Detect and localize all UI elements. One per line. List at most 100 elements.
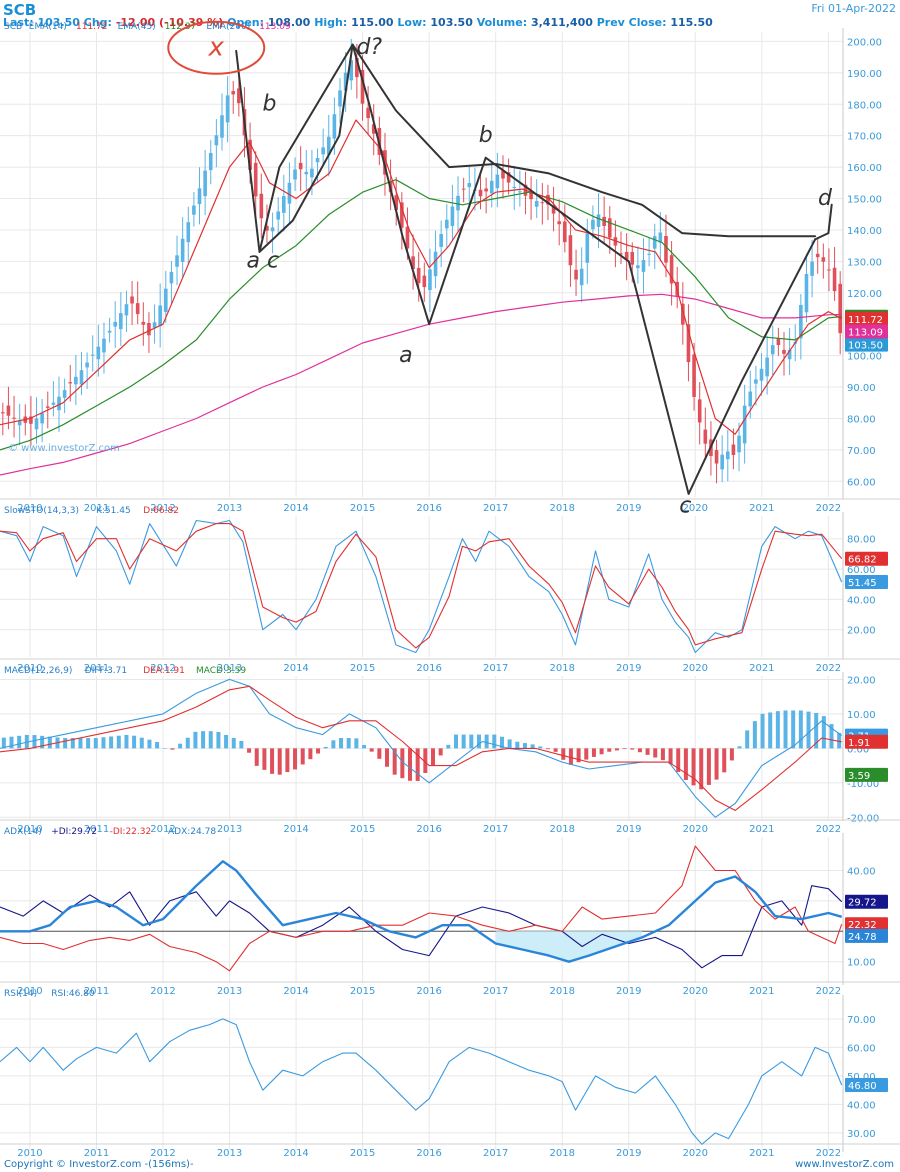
candle-body <box>776 338 781 345</box>
y-tick-label: 60.00 <box>847 477 876 488</box>
candle-body <box>124 304 129 316</box>
y-tick-label: -20.00 <box>847 813 879 824</box>
candle-body <box>259 193 264 219</box>
ema45-line <box>0 179 842 451</box>
x-tick-label: 2013 <box>217 663 242 674</box>
histogram-bar <box>377 748 382 759</box>
histogram-bar <box>584 748 589 760</box>
last-value: 103.50 <box>37 16 80 29</box>
histogram-bar <box>438 748 443 756</box>
legend-item: 111.72 <box>76 22 108 32</box>
candle-body <box>383 150 387 175</box>
candle-body <box>540 202 545 204</box>
legend-item: RSI(14) <box>4 989 37 999</box>
candle-body <box>821 257 826 262</box>
annotation-label: a <box>399 343 412 368</box>
legend-item: -DI:22.32 <box>110 827 152 837</box>
volume-label: Volume: <box>476 16 528 29</box>
x-tick-label: 2011 <box>84 986 109 997</box>
y-tick-label: 180.00 <box>847 100 882 111</box>
candle-body <box>130 296 134 304</box>
x-tick-label: 2010 <box>17 824 42 835</box>
candle-body <box>332 114 337 139</box>
candle-body <box>96 346 101 360</box>
value-tag <box>845 917 888 932</box>
open-label: Open: <box>227 16 265 29</box>
histogram-bar <box>109 736 114 749</box>
x-tick-label: 2011 <box>84 663 109 674</box>
x-tick-label: 2019 <box>616 824 641 835</box>
prev-close-label: Prev Close: <box>596 16 667 29</box>
histogram-bar <box>737 746 742 749</box>
series-adx-line <box>0 860 843 963</box>
candle-body <box>85 362 89 368</box>
candle-body <box>529 192 533 200</box>
histogram-bar <box>806 711 811 749</box>
x-tick-label: 2012 <box>150 663 175 674</box>
site-link[interactable]: www.InvestorZ.com <box>795 1159 894 1170</box>
candle-body <box>180 238 185 262</box>
histogram-bar <box>553 748 558 752</box>
histogram-bar <box>660 748 665 761</box>
candle-body <box>810 261 814 276</box>
annotation-label: d? <box>356 35 382 60</box>
y-tick-label: 170.00 <box>847 132 882 143</box>
candle-body <box>400 202 404 228</box>
x-tick-label: 2014 <box>283 503 308 514</box>
histogram-bar <box>630 748 635 750</box>
candle-body <box>725 451 730 460</box>
candle-body <box>551 205 556 214</box>
histogram-bar <box>668 748 673 765</box>
histogram-bar <box>637 748 642 753</box>
candle-body <box>815 253 820 258</box>
candle-body <box>518 191 522 193</box>
histogram-bar <box>231 737 236 749</box>
histogram-bar <box>193 731 198 749</box>
annotation-label: c <box>679 494 691 519</box>
histogram-bar <box>132 735 137 749</box>
date-label: Fri 01-Apr-2022 <box>811 2 896 15</box>
candle-body <box>411 256 415 270</box>
candle-body <box>686 324 691 363</box>
value-tag-text: 111.72 <box>848 315 883 326</box>
histogram-bar <box>653 748 658 758</box>
histogram-bar <box>1 737 6 749</box>
candle-body <box>669 255 674 284</box>
x-tick-label: 2021 <box>749 824 774 835</box>
legend-item: ADX:24.78 <box>168 827 216 837</box>
candle-body <box>731 444 736 456</box>
histogram-bar <box>538 746 543 749</box>
y-tick-label: 20.00 <box>847 626 876 637</box>
candle-body <box>169 271 174 284</box>
x-tick-label: 2013 <box>217 503 242 514</box>
legend-item: DIFF:3.71 <box>85 666 127 676</box>
y-tick-label: 60.00 <box>847 565 876 576</box>
histogram-bar <box>101 737 106 749</box>
candle-body <box>113 321 118 327</box>
histogram-bar <box>622 748 627 750</box>
x-tick-label: 2012 <box>150 1148 175 1159</box>
y-tick-label: 120.00 <box>847 289 882 300</box>
candle-body <box>574 269 578 280</box>
candle-body <box>102 338 106 353</box>
y-tick-label: 40.00 <box>847 595 876 606</box>
histogram-bar <box>285 748 290 773</box>
histogram-bar <box>400 748 405 779</box>
series-k-line <box>0 519 843 654</box>
histogram-bar <box>239 740 244 749</box>
histogram-bar <box>86 738 91 749</box>
histogram-bar <box>47 736 52 749</box>
histogram-bar <box>430 748 435 766</box>
x-tick-label: 2018 <box>549 824 574 835</box>
y-tick-label: 100.00 <box>847 352 882 363</box>
candle-body <box>703 429 708 444</box>
x-tick-label: 2022 <box>816 1148 841 1159</box>
legend-item: RSI:46.80 <box>51 989 95 999</box>
candle-body <box>45 406 50 408</box>
candle-body <box>754 379 758 384</box>
value-tag-text: 51.45 <box>848 578 877 589</box>
histogram-bar <box>201 731 206 749</box>
histogram-bar <box>339 738 344 749</box>
candle-body <box>343 72 348 91</box>
